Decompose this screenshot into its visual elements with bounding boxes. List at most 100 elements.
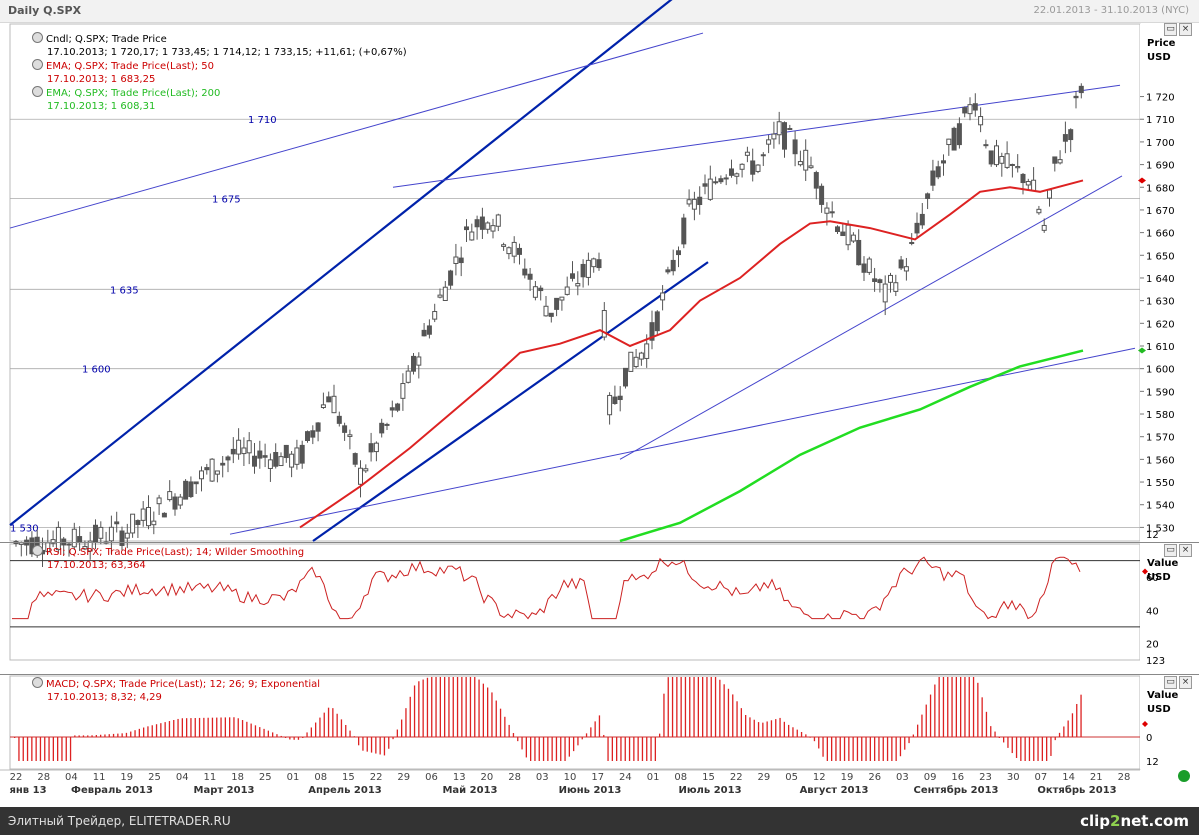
- macd-bar: [727, 688, 730, 737]
- macd-bar: [508, 724, 510, 737]
- candle-body: [384, 423, 390, 426]
- candle-body: [835, 226, 840, 233]
- macd-bar: [990, 726, 992, 737]
- candle-body: [1036, 208, 1042, 214]
- macd-bar: [1080, 694, 1082, 737]
- logo-part-c: net: [1120, 812, 1149, 830]
- restore-macd-button[interactable]: ▭: [1164, 676, 1177, 689]
- macd-bar: [779, 717, 781, 737]
- close-panel-button[interactable]: ×: [1179, 23, 1192, 36]
- macd-bar: [444, 677, 446, 737]
- macd-bar: [474, 677, 476, 737]
- candle-body: [829, 211, 835, 214]
- macd-bar: [78, 735, 80, 737]
- macd-bar: [521, 737, 523, 750]
- legend-rsi: RSI; Q.SPX; Trade Price(Last); 14; Wilde…: [32, 545, 304, 572]
- macd-bar: [843, 737, 846, 761]
- macd-bar: [272, 732, 274, 737]
- candle-body: [564, 286, 570, 295]
- macd-bar: [951, 677, 953, 737]
- close-macd-button[interactable]: ×: [1179, 676, 1192, 689]
- clip2net-logo: clip2net.com: [1080, 812, 1189, 830]
- close-rsi-button[interactable]: ×: [1179, 544, 1192, 557]
- ema50-marker: [1138, 177, 1146, 184]
- candle-body: [358, 467, 363, 485]
- macd-bar: [160, 723, 162, 737]
- candle-body: [146, 506, 151, 527]
- macd-bar: [280, 735, 282, 737]
- candle-body: [140, 508, 146, 521]
- candle-body: [898, 259, 904, 269]
- restore-panel-button[interactable]: ▭: [1164, 23, 1177, 36]
- candle-body: [930, 170, 936, 186]
- candle-body: [331, 395, 337, 414]
- macd-bar: [994, 731, 996, 737]
- macd-bar: [181, 718, 183, 737]
- x-day-label: 15: [702, 772, 715, 783]
- macd-bar: [143, 727, 145, 737]
- candle-body: [172, 496, 178, 510]
- macd-bar: [499, 708, 502, 737]
- macd-bar: [663, 693, 665, 737]
- macd-bar: [1020, 737, 1022, 761]
- macd-bar: [379, 737, 381, 755]
- x-month-label: Сентябрь 2013: [913, 784, 998, 796]
- candle-body: [596, 259, 602, 269]
- macd-bar: [921, 714, 923, 737]
- macd-bar: [861, 737, 863, 761]
- candle-body: [575, 283, 581, 287]
- macd-bar: [229, 717, 231, 737]
- settings-icon[interactable]: [32, 32, 43, 43]
- macd-bar: [947, 677, 949, 737]
- macd-bar: [327, 707, 330, 737]
- chart-canvas[interactable]: 1 530 1 540 1 550 1 560 1 570 1 580 1 590 1 600…: [0, 0, 1199, 807]
- macd-bar: [766, 721, 768, 737]
- candle-body: [289, 453, 295, 468]
- candle-body: [193, 481, 199, 485]
- macd-bar: [719, 679, 721, 737]
- settings-icon[interactable]: [32, 59, 43, 70]
- candle-body: [723, 177, 729, 180]
- settings-icon[interactable]: [32, 545, 43, 556]
- macd-bar: [370, 737, 373, 753]
- candle-body: [559, 296, 565, 301]
- x-day-label: 08: [674, 772, 687, 783]
- macd-bar: [233, 717, 235, 737]
- candle-body: [654, 311, 660, 332]
- settings-icon[interactable]: [32, 86, 43, 97]
- macd-bar: [461, 677, 463, 737]
- candle-body: [55, 526, 61, 551]
- candle-body: [373, 442, 379, 453]
- x-day-label: 29: [758, 772, 771, 783]
- macd-bar: [254, 725, 257, 737]
- macd-bar: [757, 722, 760, 737]
- macd-axis-unit: USD: [1147, 704, 1171, 715]
- restore-rsi-button[interactable]: ▭: [1164, 544, 1177, 557]
- macd-bar: [336, 713, 338, 737]
- candle-body: [379, 422, 385, 434]
- candle-body: [729, 168, 734, 176]
- candle-body: [395, 403, 401, 411]
- macd-bar: [164, 722, 166, 737]
- macd-bar: [456, 677, 459, 737]
- macd-bar: [383, 737, 386, 756]
- candle-body: [522, 268, 528, 276]
- price-axis-title: Price: [1147, 38, 1176, 49]
- macd-bar: [568, 737, 570, 757]
- macd-bar: [891, 737, 893, 761]
- date-range: 22.01.2013 - 31.10.2013 (NYC): [1033, 5, 1189, 16]
- rsi-tick-label: 60: [1146, 573, 1159, 584]
- settings-icon[interactable]: [32, 677, 43, 688]
- candle-body: [448, 270, 454, 286]
- macd-bar: [267, 730, 269, 737]
- macd-bar: [1028, 737, 1031, 761]
- candle-body: [320, 404, 326, 408]
- price-tick-label: 1 600: [1146, 365, 1175, 376]
- legend-main-values: 17.10.2013; 1 720,17; 1 733,45; 1 714,12…: [47, 47, 407, 58]
- candle-body: [983, 144, 989, 147]
- chart-title: Daily Q.SPX: [8, 4, 82, 17]
- candle-body: [283, 444, 289, 459]
- candle-body: [914, 222, 920, 234]
- candle-body: [1020, 173, 1026, 184]
- x-day-label: 22: [10, 772, 23, 783]
